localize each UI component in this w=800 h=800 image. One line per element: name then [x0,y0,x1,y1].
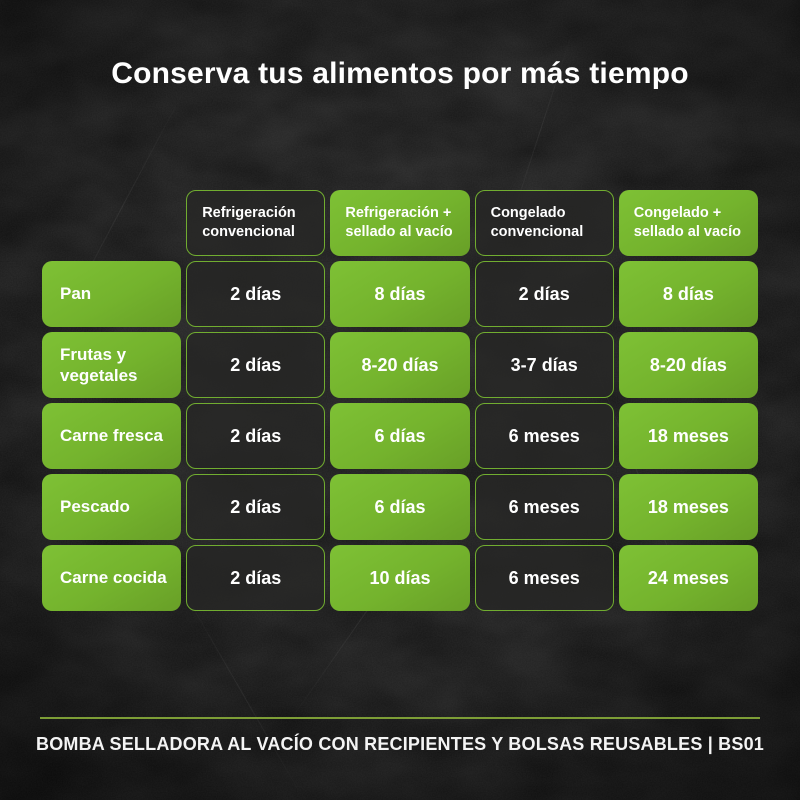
row-label-pan: Pan [42,261,182,327]
product-caption: BOMBA SELLADORA AL VACÍO CON RECIPIENTES… [36,734,764,754]
cell-carne-cocida-refrig-vacio: 10 días [330,545,470,611]
column-header-congelado-convencional: Congelado convencional [474,190,614,256]
cell-pescado-refrig-vacio: 6 días [330,474,470,540]
cell-pan-congelado-vacio: 8 días [618,261,758,327]
row-label-pescado: Pescado [42,474,182,540]
cell-carne-fresca-congelado-vacio: 18 meses [618,403,758,469]
cell-carne-fresca-congelado-convencional: 6 meses [474,403,614,469]
cell-frutas-refrig-convencional: 2 días [186,332,326,398]
cell-carne-fresca-refrig-convencional: 2 días [186,403,326,469]
row-label-carne-cocida: Carne cocida [42,545,182,611]
cell-pescado-congelado-vacio: 18 meses [618,474,758,540]
cell-carne-cocida-refrig-convencional: 2 días [186,545,326,611]
cell-frutas-congelado-vacio: 8-20 días [618,332,758,398]
cell-pan-refrig-vacio: 8 días [330,261,470,327]
column-header-refrigeracion-convencional: Refrigeración convencional [186,190,326,256]
page-title: Conserva tus alimentos por más tiempo [111,57,689,90]
cell-carne-cocida-congelado-vacio: 24 meses [618,545,758,611]
cell-frutas-congelado-convencional: 3-7 días [474,332,614,398]
row-label-carne-fresca: Carne fresca [42,403,182,469]
cell-pescado-congelado-convencional: 6 meses [474,474,614,540]
cell-carne-cocida-congelado-convencional: 6 meses [474,545,614,611]
cell-frutas-refrig-vacio: 8-20 días [330,332,470,398]
table-corner-spacer [42,190,181,256]
cell-pan-congelado-convencional: 2 días [474,261,614,327]
preservation-table: Refrigeración convencional Refrigeración… [42,190,758,611]
footer-divider [40,717,760,719]
cell-pescado-refrig-convencional: 2 días [186,474,326,540]
cell-carne-fresca-refrig-vacio: 6 días [330,403,470,469]
column-header-congelado-sellado-vacio: Congelado + sellado al vacío [618,190,758,256]
column-header-refrigeracion-sellado-vacio: Refrigeración + sellado al vacío [330,190,470,256]
cell-pan-refrig-convencional: 2 días [186,261,326,327]
row-label-frutas-y-vegetales: Frutas y vegetales [42,332,182,398]
